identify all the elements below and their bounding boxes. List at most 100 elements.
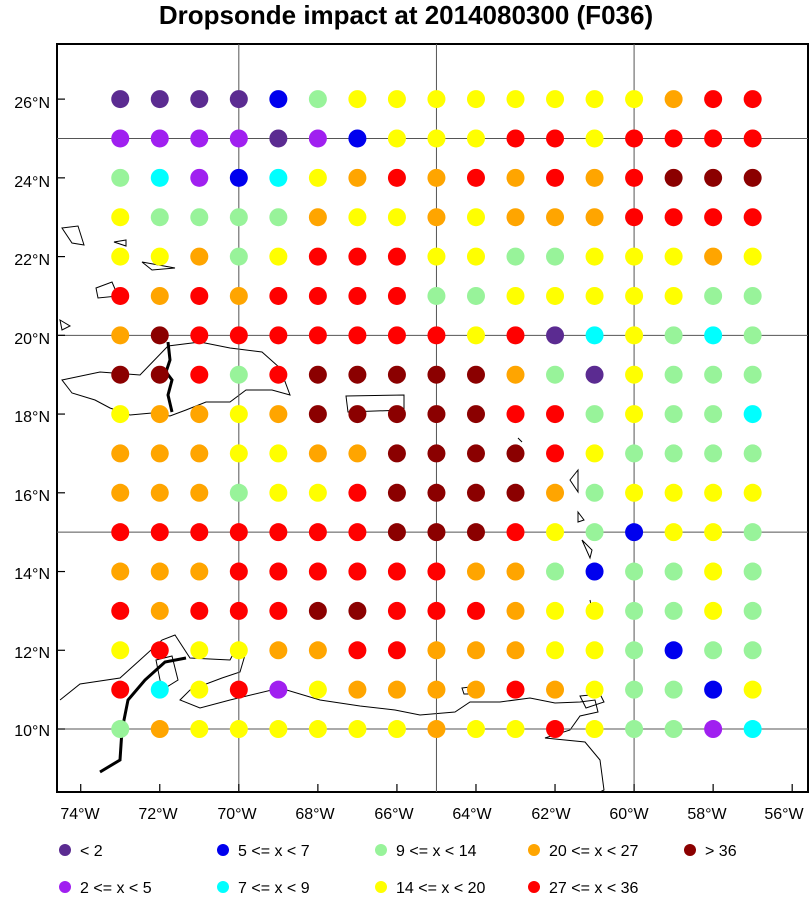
dropsonde-point [190,208,209,227]
dropsonde-point [506,90,525,109]
legend-label-gt-36: > 36 [705,843,737,860]
dropsonde-point [190,247,209,266]
dropsonde-point [150,562,169,581]
dropsonde-point [387,129,406,148]
dropsonde-point [190,365,209,384]
dropsonde-point [111,247,130,266]
dropsonde-point [585,444,604,463]
dropsonde-point [743,523,762,542]
dropsonde-point [308,286,327,305]
dropsonde-point [743,680,762,699]
dropsonde-point [466,720,485,739]
legend-item-20-27: 20 <= x < 27 [528,843,639,860]
lon-label-62w: 62°W [531,806,571,823]
legend-swatch-2-5 [59,881,71,893]
latitude-labels: 26°N 24°N 22°N 20°N 18°N 16°N 14°N 12°N … [14,95,50,740]
dropsonde-point [348,523,367,542]
dropsonde-point [704,405,723,424]
dropsonde-point [190,286,209,305]
dropsonde-point [308,405,327,424]
lat-label-18n: 18°N [14,409,50,426]
dropsonde-point [150,208,169,227]
legend-item-7-9: 7 <= x < 9 [217,880,310,897]
dropsonde-point [546,523,565,542]
dropsonde-point [150,326,169,345]
dropsonde-point [506,483,525,502]
dropsonde-point [427,562,446,581]
dropsonde-point [546,641,565,660]
dropsonde-point [190,168,209,187]
dropsonde-point [427,286,446,305]
dropsonde-point [229,562,248,581]
axis-ticks [57,98,793,792]
dropsonde-point [269,641,288,660]
lat-label-14n: 14°N [14,566,50,583]
dropsonde-point [387,168,406,187]
dropsonde-point [269,523,288,542]
dropsonde-point [743,483,762,502]
dropsonde-point [625,365,644,384]
dropsonde-point [111,365,130,384]
dropsonde-point [190,444,209,463]
dropsonde-point [466,286,485,305]
dropsonde-point [387,365,406,384]
dropsonde-point [427,326,446,345]
dropsonde-point [427,523,446,542]
dropsonde-point [111,208,130,227]
dropsonde-point [704,208,723,227]
dropsonde-point [348,129,367,148]
dropsonde-point [427,444,446,463]
dropsonde-point [585,129,604,148]
dropsonde-point [387,680,406,699]
dropsonde-point [150,601,169,620]
dropsonde-point [190,405,209,424]
dropsonde-point [625,326,644,345]
dropsonde-point [387,523,406,542]
dropsonde-point [625,168,644,187]
dropsonde-point [229,129,248,148]
dropsonde-point [308,680,327,699]
dropsonde-point [743,601,762,620]
dropsonde-point [664,129,683,148]
dropsonde-point [585,523,604,542]
dropsonde-point [190,641,209,660]
dropsonde-point [111,562,130,581]
dropsonde-point [546,601,565,620]
dropsonde-point [625,208,644,227]
dropsonde-point [269,680,288,699]
dropsonde-point [585,680,604,699]
dropsonde-point [546,286,565,305]
dropsonde-point [308,129,327,148]
dropsonde-point [743,720,762,739]
dropsonde-point [348,247,367,266]
lat-label-20n: 20°N [14,331,50,348]
dropsonde-point [664,523,683,542]
dropsonde-point [704,168,723,187]
coastline-south-america [59,634,605,793]
dropsonde-point [150,365,169,384]
dropsonde-point [229,720,248,739]
lon-label-72w: 72°W [138,806,178,823]
dropsonde-point [427,720,446,739]
lat-label-24n: 24°N [14,174,50,191]
dropsonde-point [506,601,525,620]
dropsonde-point [308,90,327,109]
legend-label-lt-2: < 2 [80,843,103,860]
dropsonde-points [111,90,762,739]
dropsonde-point [427,641,446,660]
legend: < 2 5 <= x < 7 9 <= x < 14 20 <= x < 27 … [59,843,737,897]
coastline-bahamas-4 [113,239,127,247]
dropsonde-point [427,208,446,227]
dropsonde-point [704,562,723,581]
dropsonde-point [387,208,406,227]
dropsonde-point [704,365,723,384]
legend-swatch-14-20 [375,881,387,893]
dropsonde-point [387,444,406,463]
dropsonde-point [664,483,683,502]
dropsonde-point [308,601,327,620]
dropsonde-point [348,365,367,384]
dropsonde-point [625,562,644,581]
dropsonde-point [387,562,406,581]
dropsonde-point [308,523,327,542]
dropsonde-point [664,680,683,699]
